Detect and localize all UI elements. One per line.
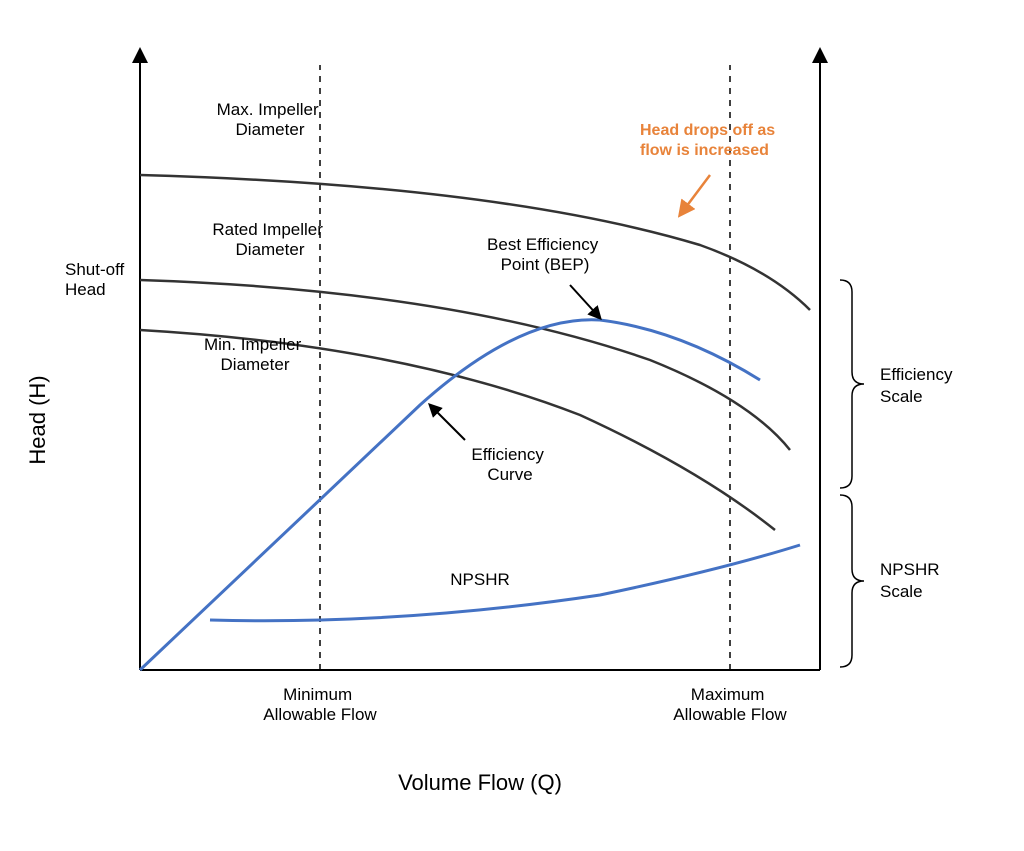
head-drop-arrow	[680, 175, 710, 215]
eff-curve-label: Efficiency Curve	[471, 445, 548, 484]
efficiency-scale-label: Efficiency Scale	[880, 365, 957, 406]
head-drops-label: Head drops off as flow is increased	[640, 122, 780, 159]
bep-arrow	[570, 285, 600, 318]
min-flow-label: Minimum Allowable Flow	[263, 685, 377, 724]
rated-impeller-label: Rated Impeller Diameter	[212, 220, 327, 259]
pump-curve-chart: Max. Impeller Diameter Rated Impeller Di…	[0, 0, 1024, 851]
efficiency-scale-brace	[840, 280, 864, 488]
npshr-scale-label: NPSHR Scale	[880, 560, 944, 601]
max-impeller-label: Max. Impeller Diameter	[217, 100, 324, 139]
npshr-scale-brace	[840, 495, 864, 667]
bep-label: Best Efficiency Point (BEP)	[487, 235, 603, 274]
y-axis-title: Head (H)	[25, 375, 50, 464]
npshr-label: NPSHR	[450, 570, 510, 589]
max-flow-label: Maximum Allowable Flow	[673, 685, 787, 724]
min-impeller-label: Min. Impeller Diameter	[204, 335, 306, 374]
eff-curve-arrow	[430, 405, 465, 440]
shutoff-label: Shut-off Head	[65, 260, 129, 299]
x-axis-title: Volume Flow (Q)	[398, 770, 562, 795]
labels: Max. Impeller Diameter Rated Impeller Di…	[65, 100, 957, 724]
